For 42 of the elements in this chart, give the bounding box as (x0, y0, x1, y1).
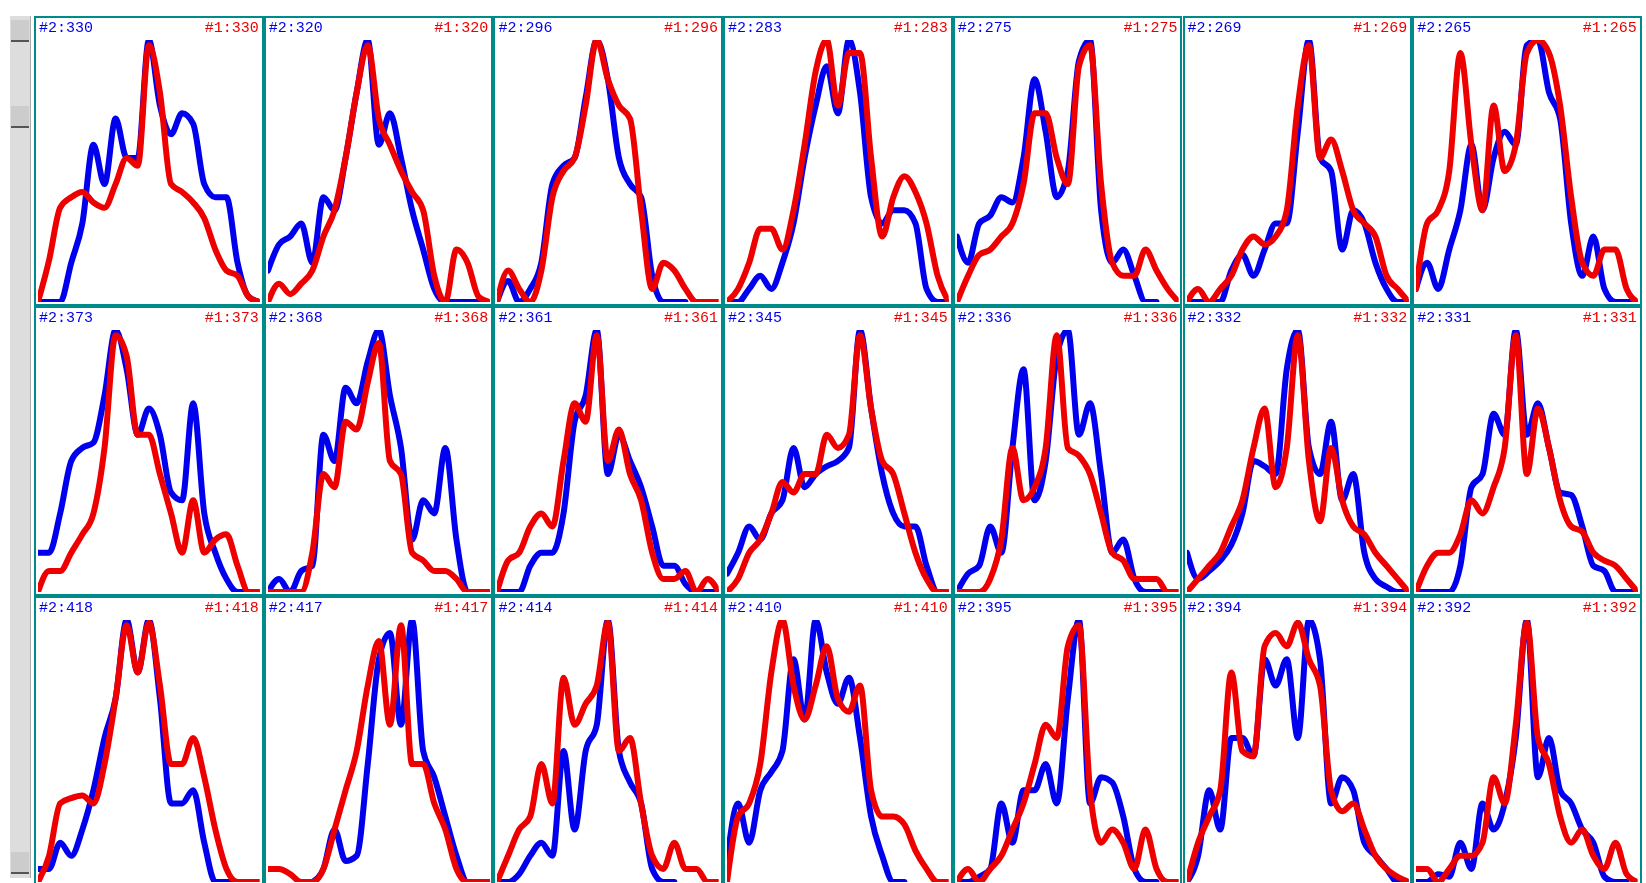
text: #1:336 (1123, 310, 1178, 327)
text: #2:330 (39, 20, 94, 37)
text: #2:395 (957, 600, 1012, 617)
text: #1:414 (664, 600, 719, 617)
text: #1:361 (664, 310, 719, 327)
text: #2:418 (39, 600, 94, 617)
text: #2:283 (728, 20, 783, 37)
text: #2:265 (1417, 20, 1472, 37)
text: #2:320 (268, 20, 323, 37)
text: #2:410 (728, 600, 783, 617)
text: #1:410 (893, 600, 948, 617)
text: #2:361 (498, 310, 553, 327)
text: #1:320 (434, 20, 489, 37)
text: #2:296 (498, 20, 553, 37)
text: #1:296 (664, 20, 719, 37)
text: #1:332 (1353, 310, 1408, 327)
text: #1:275 (1123, 20, 1178, 37)
text: #2:417 (268, 600, 323, 617)
text: #1:394 (1353, 600, 1408, 617)
text: #2:394 (1187, 600, 1242, 617)
text: #2:332 (1187, 310, 1242, 327)
text: #1:283 (893, 20, 948, 37)
text: #1:392 (1582, 600, 1637, 617)
text: #1:269 (1353, 20, 1408, 37)
text: #2:269 (1187, 20, 1242, 37)
text: #1:368 (434, 310, 489, 327)
text: #1:373 (204, 310, 259, 327)
series-label: #2:373 (39, 310, 94, 327)
text: #2:414 (498, 600, 553, 617)
text: #1:331 (1582, 310, 1637, 327)
text: #2:275 (957, 20, 1012, 37)
text: #1:418 (204, 600, 259, 617)
text: #1:330 (204, 20, 259, 37)
text: #2:336 (957, 310, 1012, 327)
text: #1:417 (434, 600, 489, 617)
text: #1:345 (893, 310, 948, 327)
text: #1:265 (1582, 20, 1637, 37)
text: #2:392 (1417, 600, 1472, 617)
text: #2:368 (268, 310, 323, 327)
text: #2:345 (728, 310, 783, 327)
text: #2:331 (1417, 310, 1472, 327)
text: #1:395 (1123, 600, 1178, 617)
